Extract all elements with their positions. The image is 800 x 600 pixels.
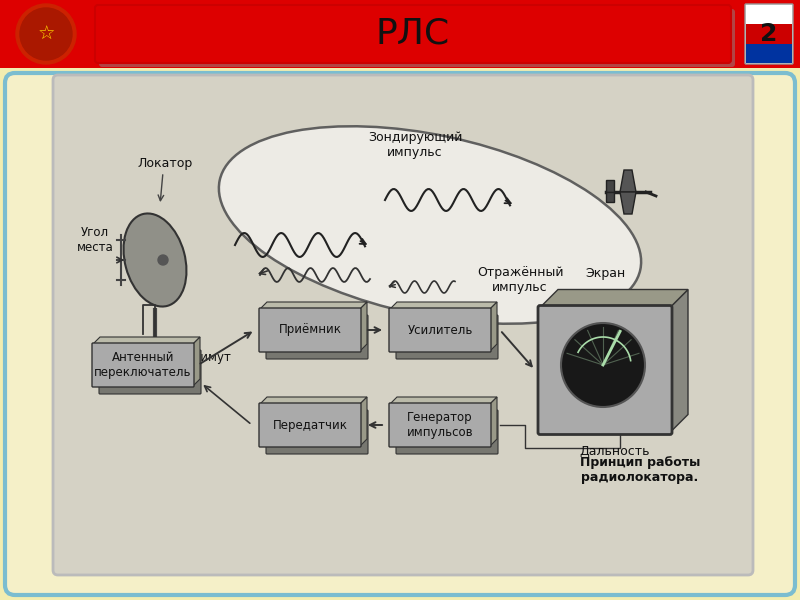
FancyBboxPatch shape (136, 369, 174, 391)
Circle shape (158, 255, 168, 265)
Text: Зондирующий
импульс: Зондирующий импульс (368, 131, 462, 159)
FancyBboxPatch shape (266, 410, 368, 454)
Bar (746, 25, 792, 44)
Polygon shape (540, 289, 688, 307)
FancyBboxPatch shape (0, 0, 800, 68)
Polygon shape (193, 337, 200, 386)
Text: Дальность: Дальность (580, 445, 650, 457)
Bar (746, 44, 792, 63)
Polygon shape (490, 397, 497, 446)
Polygon shape (260, 302, 367, 309)
FancyBboxPatch shape (389, 308, 491, 352)
Ellipse shape (123, 214, 186, 307)
Text: Азимут: Азимут (187, 352, 232, 364)
Text: ☆: ☆ (38, 25, 54, 43)
Text: Угол
места: Угол места (77, 226, 114, 254)
Circle shape (20, 8, 72, 60)
Text: 2: 2 (760, 22, 778, 46)
FancyBboxPatch shape (140, 338, 170, 372)
Text: РЛС: РЛС (376, 17, 450, 51)
Polygon shape (670, 289, 688, 433)
Text: Принцип работы
радиолокатора.: Принцип работы радиолокатора. (580, 456, 700, 484)
FancyBboxPatch shape (259, 308, 361, 352)
FancyBboxPatch shape (259, 403, 361, 447)
Text: Отражённый
импульс: Отражённый импульс (477, 266, 563, 294)
FancyBboxPatch shape (389, 403, 491, 447)
Text: Антенный
переключатель: Антенный переключатель (94, 351, 192, 379)
FancyBboxPatch shape (99, 9, 735, 67)
Text: Усилитель: Усилитель (407, 323, 473, 337)
FancyBboxPatch shape (5, 73, 795, 595)
FancyBboxPatch shape (396, 315, 498, 359)
Text: Экран: Экран (585, 266, 625, 280)
Polygon shape (606, 180, 614, 192)
Text: Приёмник: Приёмник (278, 323, 342, 337)
Polygon shape (360, 397, 367, 446)
FancyBboxPatch shape (92, 343, 194, 387)
FancyBboxPatch shape (53, 75, 753, 575)
Circle shape (561, 323, 645, 407)
Polygon shape (260, 397, 367, 404)
Circle shape (16, 4, 76, 64)
Polygon shape (620, 192, 636, 214)
Polygon shape (606, 192, 614, 202)
Polygon shape (390, 397, 497, 404)
FancyBboxPatch shape (538, 305, 672, 434)
Text: Генератор
импульсов: Генератор импульсов (406, 411, 474, 439)
Polygon shape (93, 337, 200, 344)
Polygon shape (390, 302, 497, 309)
Polygon shape (360, 302, 367, 351)
Bar (746, 5, 792, 25)
Polygon shape (490, 302, 497, 351)
FancyBboxPatch shape (266, 315, 368, 359)
Text: Передатчик: Передатчик (273, 419, 347, 431)
FancyBboxPatch shape (745, 4, 793, 64)
Polygon shape (620, 170, 636, 192)
FancyBboxPatch shape (95, 5, 731, 63)
Ellipse shape (219, 126, 641, 324)
FancyBboxPatch shape (396, 410, 498, 454)
Text: Локатор: Локатор (138, 157, 193, 170)
FancyBboxPatch shape (99, 350, 201, 394)
